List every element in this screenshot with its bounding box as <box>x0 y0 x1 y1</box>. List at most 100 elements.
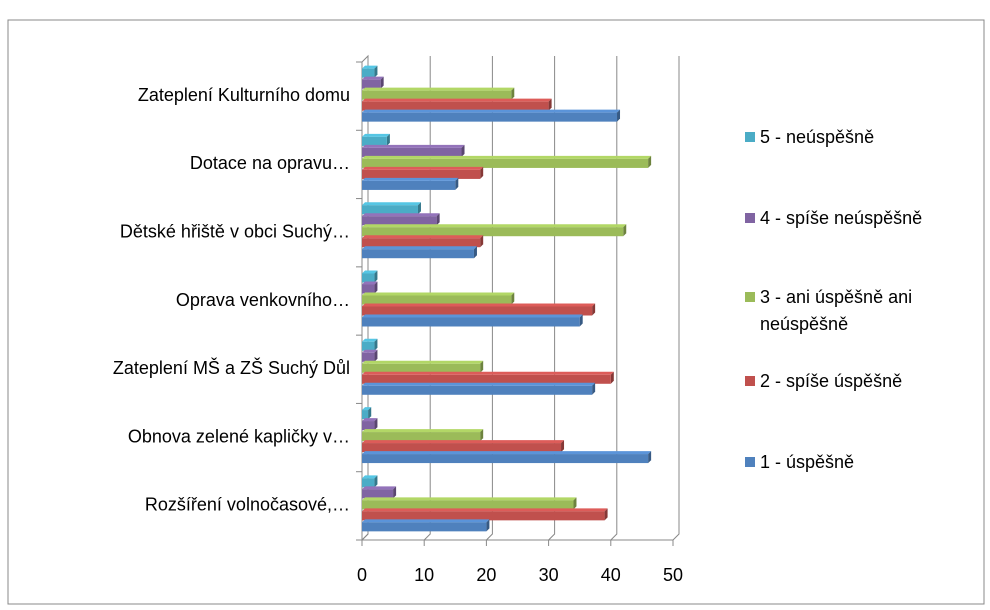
y-tick-label: Obnova zelené kapličky v… <box>128 426 350 446</box>
bar-side <box>480 166 484 179</box>
bar <box>362 341 375 351</box>
bar <box>362 421 375 431</box>
bar <box>362 147 462 157</box>
bar-top <box>362 65 378 69</box>
bar-side <box>473 246 477 259</box>
bar <box>362 352 375 362</box>
bar-side <box>623 224 627 237</box>
bar <box>362 205 418 215</box>
y-tick-label: Rozšíření volnočasové,… <box>145 495 350 515</box>
x-tick-label: 0 <box>357 565 367 585</box>
bar-top <box>362 224 627 228</box>
bar-top <box>362 270 378 274</box>
bar <box>362 112 618 122</box>
bar-top <box>362 235 484 239</box>
bar-top <box>362 519 490 523</box>
y-tick-label: Dotace na opravu… <box>190 153 350 173</box>
bar <box>362 454 649 464</box>
bar <box>362 478 375 488</box>
bar <box>362 101 549 111</box>
bar-top <box>362 497 577 501</box>
bar-side <box>374 338 378 351</box>
bar-side <box>480 360 484 373</box>
bar <box>362 410 369 420</box>
legend-item: 1 - úspěšně <box>745 449 980 476</box>
bar-side <box>648 155 652 168</box>
bar-top <box>362 177 459 181</box>
bar <box>362 180 456 190</box>
x-tick-label: 30 <box>539 565 559 585</box>
bar-side <box>561 440 565 453</box>
grid-line <box>548 56 556 541</box>
legend-swatch <box>745 457 755 467</box>
bar-side <box>461 144 465 157</box>
bar <box>362 363 481 373</box>
x-tick-label: 50 <box>663 565 683 585</box>
bar-top <box>362 314 583 318</box>
bar-top <box>362 303 596 307</box>
bar <box>362 273 375 283</box>
bar-side <box>610 371 614 384</box>
bar-top <box>362 246 477 250</box>
bar-top <box>362 486 397 490</box>
legend-label: 5 - neúspěšně <box>760 127 875 147</box>
bar-top <box>362 109 621 113</box>
bar <box>362 295 512 305</box>
y-tick-label: Oprava venkovního… <box>176 290 350 310</box>
bar <box>362 238 481 248</box>
bar-side <box>511 87 515 100</box>
bar-side <box>480 429 484 442</box>
bar-top <box>362 144 465 148</box>
x-tick-label: 40 <box>601 565 621 585</box>
bar-side <box>548 98 552 111</box>
grid-line <box>486 56 493 541</box>
bar-top <box>362 451 652 455</box>
y-tick-label: Zateplení MŠ a ZŠ Suchý Důl <box>113 357 350 378</box>
bar-top <box>362 407 372 411</box>
bar-top <box>362 371 614 375</box>
x-tick-label: 20 <box>476 565 496 585</box>
bar-side <box>380 76 384 89</box>
bar <box>362 90 512 100</box>
bar <box>362 216 437 226</box>
bar-side <box>386 133 390 146</box>
bar <box>362 489 394 499</box>
bar-top <box>362 382 596 386</box>
bar <box>362 227 624 237</box>
legend-label: 2 - spíše úspěšně <box>760 371 903 391</box>
bar-side <box>480 235 484 248</box>
grid-line <box>610 56 618 541</box>
bar-top <box>362 475 378 479</box>
bar <box>362 306 593 316</box>
bar-top <box>362 98 552 102</box>
bar-side <box>374 281 378 294</box>
bar <box>362 249 474 259</box>
bar <box>362 511 605 521</box>
legend-item: 3 - ani úspěšně ani neúspěšně <box>745 284 980 338</box>
bar-side <box>455 177 459 190</box>
bar-top <box>362 133 390 137</box>
bar <box>362 317 580 327</box>
bar <box>362 385 593 395</box>
bar-side <box>374 65 378 78</box>
bar-top <box>362 418 378 422</box>
grid-line <box>672 56 680 541</box>
bar-top <box>362 202 421 206</box>
legend-label: 3 - ani úspěšně ani neúspěšně <box>760 287 913 334</box>
bar <box>362 169 481 179</box>
bar-side <box>617 109 621 122</box>
legend-label: 1 - úspěšně <box>760 452 855 472</box>
bar <box>362 374 611 384</box>
bar-side <box>592 303 596 316</box>
bar-side <box>648 451 652 464</box>
bar-side <box>393 486 397 499</box>
bar-side <box>486 519 490 532</box>
bar <box>362 522 487 532</box>
legend-item: 5 - neúspěšně <box>745 124 980 151</box>
bar-top <box>362 349 378 353</box>
bar <box>362 443 562 453</box>
bar-top <box>362 429 484 433</box>
bar-side <box>417 202 421 215</box>
